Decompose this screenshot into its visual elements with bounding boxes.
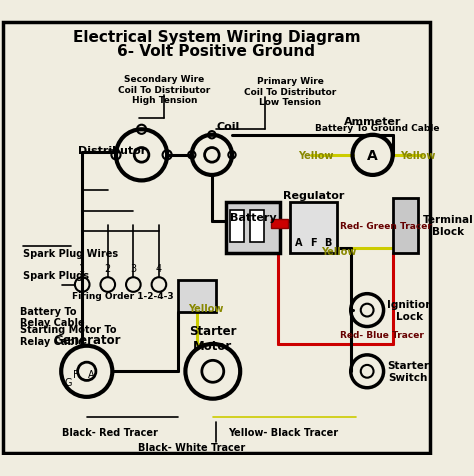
Text: F: F — [73, 369, 79, 379]
Text: Ammeter: Ammeter — [344, 116, 401, 126]
Bar — [271, 219, 288, 228]
Text: Battery To Ground Cable: Battery To Ground Cable — [315, 124, 439, 133]
Text: 2: 2 — [105, 264, 111, 274]
Text: 1: 1 — [79, 264, 85, 274]
Text: F: F — [310, 237, 317, 247]
Text: Starting Motor To
Relay Cable: Starting Motor To Relay Cable — [20, 324, 117, 346]
Text: Starter
Switch: Starter Switch — [387, 361, 429, 382]
Text: Starter
Motor: Starter Motor — [189, 324, 237, 352]
Text: Regulator: Regulator — [283, 190, 344, 200]
Bar — [226, 203, 281, 253]
Text: Spark Plug Wires: Spark Plug Wires — [23, 248, 118, 258]
Bar — [250, 210, 264, 242]
Text: Red- Green Tracer: Red- Green Tracer — [340, 221, 432, 230]
Text: Battery To
Relay Cable: Battery To Relay Cable — [20, 306, 85, 327]
Text: Firing Order 1-2-4-3: Firing Order 1-2-4-3 — [72, 291, 173, 300]
Text: Primary Wire
Coil To Distributor
Low Tension: Primary Wire Coil To Distributor Low Ten… — [244, 77, 337, 107]
Text: Black- White Tracer: Black- White Tracer — [138, 442, 246, 452]
Text: Secondary Wire
Coil To Distributor
High Tension: Secondary Wire Coil To Distributor High … — [118, 75, 210, 105]
Text: Black- Red Tracer: Black- Red Tracer — [62, 427, 157, 437]
Text: B: B — [324, 237, 331, 247]
Text: Terminal
Block: Terminal Block — [423, 215, 474, 237]
Text: Red- Blue Tracer: Red- Blue Tracer — [340, 330, 424, 339]
Text: Yellow- Black Tracer: Yellow- Black Tracer — [228, 427, 338, 437]
Text: Electrical System Wiring Diagram: Electrical System Wiring Diagram — [73, 30, 360, 45]
Text: 6- Volt Positive Ground: 6- Volt Positive Ground — [118, 44, 316, 60]
Text: 3: 3 — [130, 264, 137, 274]
Text: A: A — [295, 237, 302, 247]
Bar — [178, 280, 217, 312]
Text: Yellow: Yellow — [188, 303, 223, 313]
Text: Battery: Battery — [230, 213, 276, 223]
Text: Coil: Coil — [217, 121, 240, 131]
Text: Spark Plugs: Spark Plugs — [23, 271, 89, 281]
Text: Distributor: Distributor — [78, 146, 146, 156]
Bar — [290, 203, 337, 253]
Text: 4: 4 — [156, 264, 162, 274]
Bar — [230, 210, 244, 242]
Text: Yellow: Yellow — [321, 246, 356, 256]
Text: Yellow: Yellow — [298, 150, 333, 160]
Text: Generator: Generator — [53, 333, 120, 346]
Text: A: A — [88, 369, 95, 379]
Text: G: G — [65, 377, 72, 387]
Text: A: A — [367, 149, 378, 162]
Bar — [393, 198, 418, 253]
Text: Ignition
Lock: Ignition Lock — [387, 300, 433, 321]
Text: Yellow: Yellow — [400, 150, 436, 160]
